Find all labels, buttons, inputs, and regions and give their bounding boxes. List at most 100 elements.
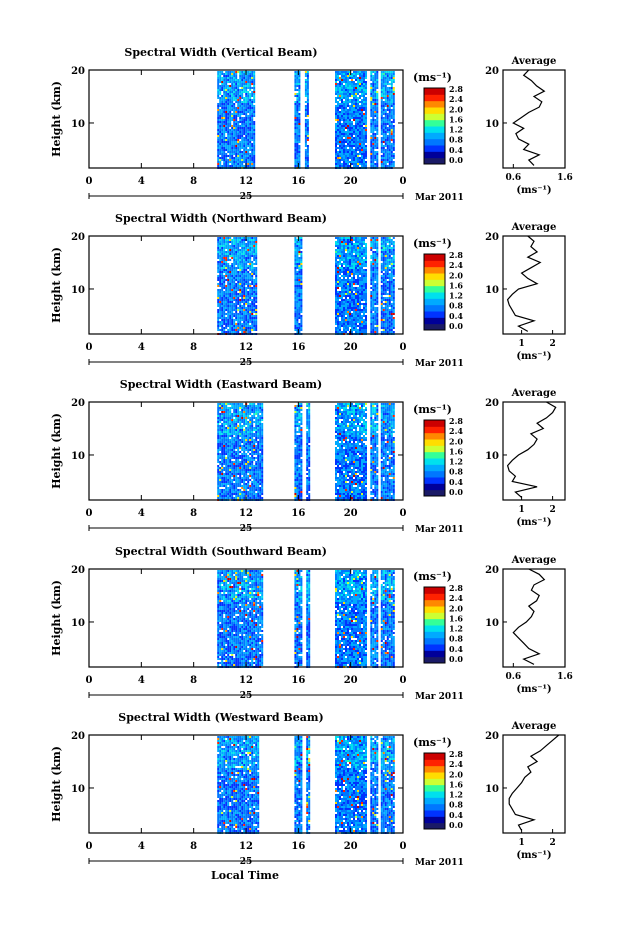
heatmap-cell [390, 289, 393, 291]
heatmap-cell [221, 475, 224, 477]
heatmap-cell [376, 253, 379, 255]
heatmap-cell [390, 259, 393, 261]
heatmap-cell [229, 329, 232, 331]
heatmap-cell [347, 121, 349, 123]
heatmap-cell [255, 295, 258, 297]
heatmap-cell [298, 285, 301, 287]
heatmap-cell [219, 299, 222, 301]
heatmap-cell [225, 125, 228, 127]
heatmap-cell [249, 71, 252, 73]
heatmap-cell [251, 277, 254, 279]
heatmap-cell [247, 315, 250, 317]
heatmap-cell [351, 115, 353, 117]
heatmap-cell [357, 243, 359, 245]
heatmap-cell [380, 163, 383, 165]
heatmap-cell [249, 111, 252, 113]
heatmap-cell [376, 85, 379, 87]
heatmap-cell [227, 269, 230, 271]
heatmap-cell [351, 309, 353, 311]
heatmap-cell [374, 129, 377, 131]
heatmap-cell [219, 415, 222, 417]
heatmap-cell [355, 87, 357, 89]
heatmap-cell [392, 245, 395, 247]
heatmap-cell [355, 161, 357, 163]
heatmap-cell [351, 101, 353, 103]
heatmap-cell [353, 255, 355, 257]
heatmap-cell [370, 245, 373, 247]
heatmap-cell [372, 97, 375, 99]
heatmap-cell [253, 77, 256, 79]
heatmap-cell [304, 155, 307, 157]
heatmap-cell [345, 157, 347, 159]
heatmap-cell [384, 155, 387, 157]
heatmap-cell [353, 275, 355, 277]
heatmap-cell [241, 113, 244, 115]
heatmap-cell [235, 241, 238, 243]
heatmap-cell [361, 291, 363, 293]
heatmap-cell [219, 137, 222, 139]
heatmap-cell [225, 143, 228, 145]
heatmap-cell [225, 275, 228, 277]
heatmap-cell [296, 331, 299, 333]
heatmap-cell [384, 99, 387, 101]
heatmap-cell [223, 163, 226, 165]
heatmap-cell [390, 97, 393, 99]
heatmap-cell [241, 309, 244, 311]
heatmap-cell [298, 309, 301, 311]
heatmap-cell [237, 99, 240, 101]
heatmap-cell [382, 243, 385, 245]
heatmap-cell [243, 311, 246, 313]
heatmap-cell [253, 315, 256, 317]
heatmap-cell [217, 85, 220, 87]
heatmap-cell [253, 107, 256, 109]
heatmap-cell [217, 431, 220, 433]
heatmap-cell [341, 319, 343, 321]
panel-title: Spectral Width (Eastward Beam) [120, 378, 322, 391]
heatmap-cell [233, 281, 236, 283]
heatmap-cell [343, 79, 345, 81]
heatmap-cell [349, 147, 351, 149]
heatmap-cell [235, 253, 238, 255]
heatmap-cell [349, 101, 351, 103]
heatmap-cell [363, 139, 365, 141]
heatmap-cell [251, 263, 254, 265]
heatmap-cell [386, 245, 389, 247]
heatmap-cell [245, 257, 248, 259]
heatmap-cell [296, 287, 299, 289]
heatmap-cell [355, 329, 357, 331]
heatmap-cell [219, 131, 222, 133]
heatmap-cell [372, 255, 375, 257]
heatmap-cell [249, 125, 252, 127]
heatmap-cell [357, 283, 359, 285]
heatmap-cell [384, 91, 387, 93]
heatmap-cell [225, 279, 228, 281]
heatmap-cell [217, 411, 220, 413]
heatmap-cell [384, 139, 387, 141]
heatmap-cell [247, 101, 250, 103]
heatmap-cell [221, 307, 224, 309]
heatmap-cell [300, 327, 303, 329]
colorbar-swatch [424, 100, 445, 108]
heatmap-cell [341, 119, 343, 121]
heatmap-cell [370, 319, 373, 321]
heatmap-cell [300, 265, 303, 267]
heatmap-cell [337, 303, 339, 305]
heatmap-cell [372, 259, 375, 261]
heatmap-cell [294, 79, 297, 81]
heatmap-cell [345, 147, 347, 149]
heatmap [217, 237, 395, 335]
heatmap-cell [353, 303, 355, 305]
colorbar-tick-label: 1.6 [449, 280, 463, 290]
heatmap-cell [223, 255, 226, 257]
heatmap-cell [245, 121, 248, 123]
heatmap-cell [223, 321, 226, 323]
heatmap-cell [241, 267, 244, 269]
heatmap-cell [365, 247, 367, 249]
heatmap-cell [221, 81, 224, 83]
heatmap-cell [363, 313, 365, 315]
heatmap-cell [337, 129, 339, 131]
heatmap-cell [345, 317, 347, 319]
heatmap-cell [217, 479, 220, 481]
heatmap-cell [239, 141, 242, 143]
heatmap-cell [243, 293, 246, 295]
